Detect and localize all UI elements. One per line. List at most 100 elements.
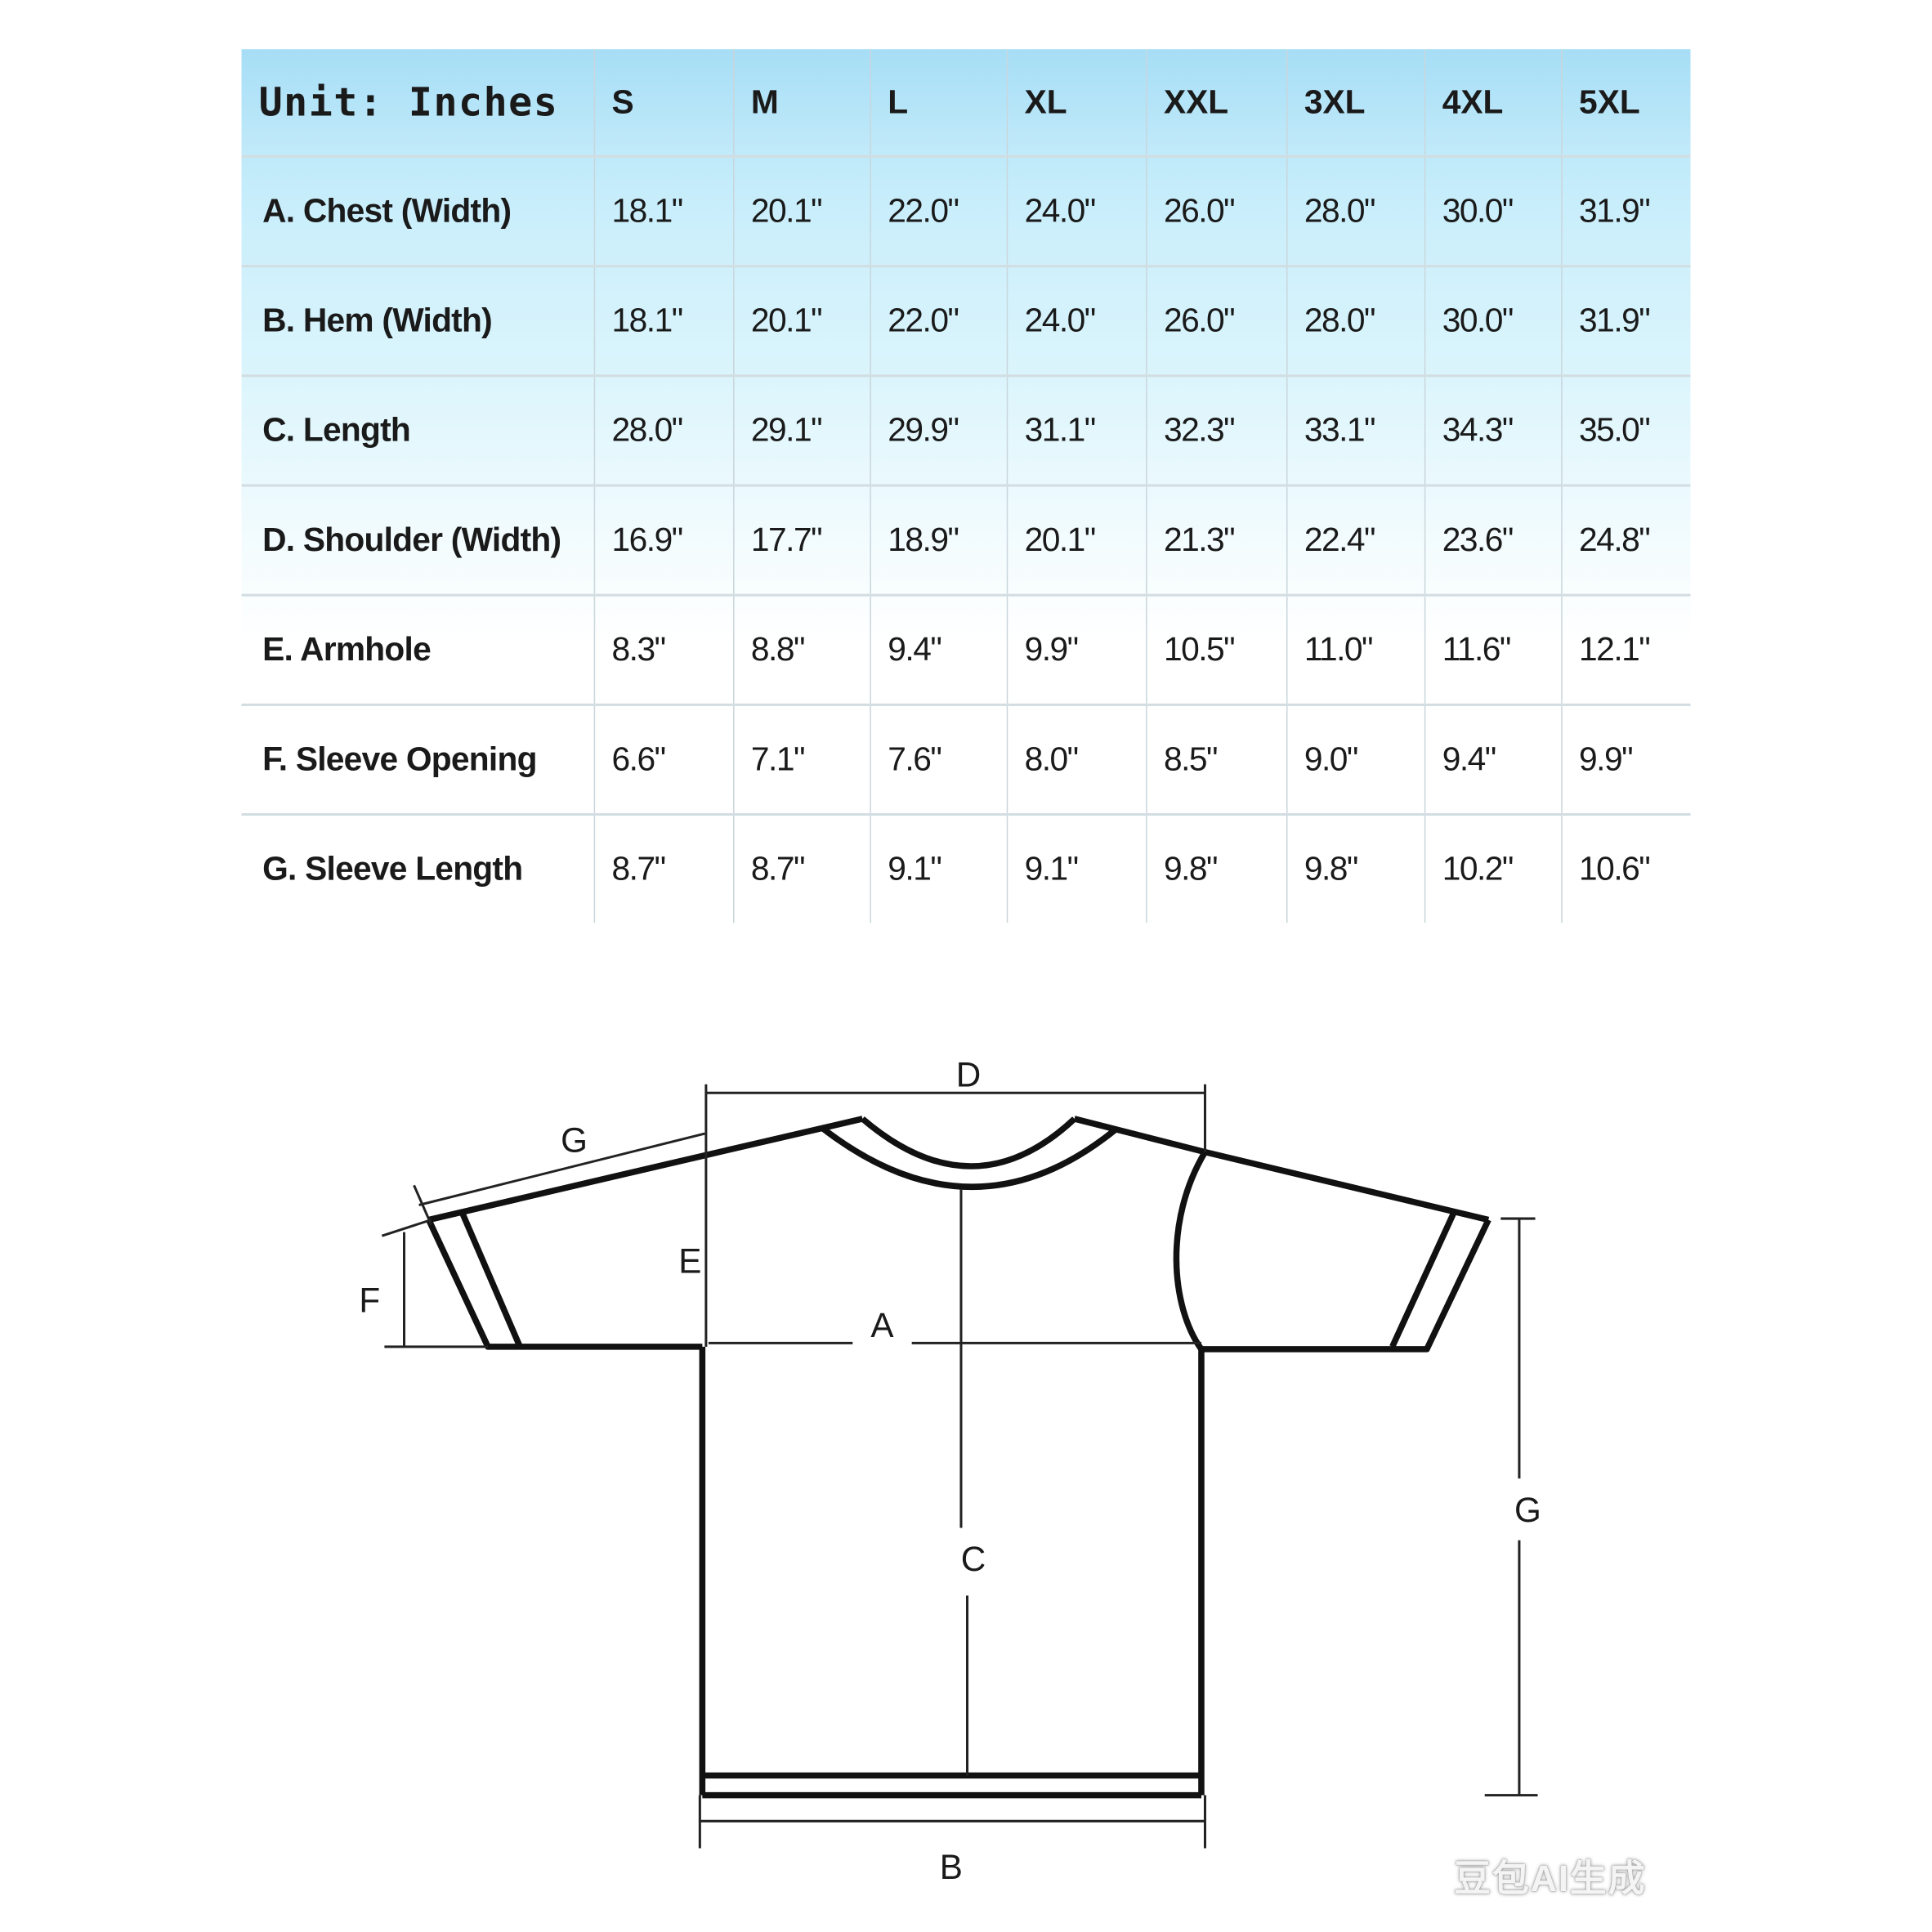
size-header-xxl: XXL [1146, 49, 1287, 158]
right-shoulder [1073, 1116, 1490, 1223]
table-row: F. Sleeve Opening 6.6" 7.1" 7.6" 8.0" 8.5" 9.0… [241, 704, 1691, 816]
label-d: D [956, 1056, 981, 1094]
dim-g-right [1484, 1217, 1538, 1797]
table-cell: 29.1" [733, 375, 871, 487]
right-sleeve-band [1389, 1210, 1457, 1348]
table-cell: 32.3" [1146, 375, 1287, 487]
unit-label: Unit: Inches [241, 49, 595, 158]
table-cell: 9.9" [1561, 704, 1691, 816]
left-shoulder [427, 1116, 864, 1223]
table-cell: 30.0" [1424, 156, 1562, 268]
table-cell: 20.1" [733, 266, 871, 378]
collar-outer [860, 1116, 1077, 1169]
label-c: C [961, 1540, 986, 1578]
table-row: E. Armhole 8.3" 8.8" 9.4" 9.9" 10.5" 11.0" 11.6… [241, 595, 1691, 706]
table-cell: 7.1" [733, 704, 871, 816]
label-a: A [870, 1306, 894, 1344]
size-header-3xl: 3XL [1286, 49, 1425, 158]
dim-g-sleeve [413, 1132, 705, 1226]
table-cell: 17.7" [733, 485, 871, 597]
row-label: D. Shoulder (Width) [241, 485, 595, 597]
row-label: E. Armhole [241, 595, 595, 706]
table-cell: 30.0" [1424, 266, 1562, 378]
row-label: A. Chest (Width) [241, 156, 595, 268]
table-cell: 21.3" [1146, 485, 1287, 597]
row-label: F. Sleeve Opening [241, 704, 595, 816]
table-cell: 12.1" [1561, 595, 1691, 706]
table-cell: 34.3" [1424, 375, 1562, 487]
table-cell: 26.0" [1146, 266, 1287, 378]
size-header-xl: XL [1006, 49, 1147, 158]
size-header-l: L [870, 49, 1008, 158]
table-cell: 18.1" [593, 156, 734, 268]
table-cell: 8.5" [1146, 704, 1287, 816]
table-cell: 8.0" [1006, 704, 1147, 816]
table-row: D. Shoulder (Width) 16.9" 17.7" 18.9" 20.1" 2… [241, 485, 1691, 597]
table-cell: 31.9" [1561, 156, 1691, 268]
table-row: A. Chest (Width) 18.1" 20.1" 22.0" 24.0" 26.0… [241, 156, 1691, 268]
table-cell: 24.0" [1006, 266, 1147, 378]
label-e: E [678, 1241, 701, 1280]
table-cell: 18.9" [870, 485, 1008, 597]
table-cell: 18.1" [593, 266, 734, 378]
table-cell: 8.7" [593, 814, 734, 924]
table-cell: 20.1" [733, 156, 871, 268]
left-sleeve [426, 1218, 703, 1350]
dim-c [959, 1188, 969, 1776]
table-cell: 31.9" [1561, 266, 1691, 378]
table-cell: 8.8" [733, 595, 871, 706]
table-cell: 28.0" [593, 375, 734, 487]
right-armhole [1173, 1150, 1208, 1352]
tshirt-outline [426, 1116, 1491, 1799]
size-header-m: M [733, 49, 871, 158]
table-row: B. Hem (Width) 18.1" 20.1" 22.0" 24.0" 26.0" 2… [241, 266, 1691, 378]
table-cell: 35.0" [1561, 375, 1691, 487]
table-cell: 33.1" [1286, 375, 1425, 487]
table-cell: 16.9" [593, 485, 734, 597]
table-cell: 22.4" [1286, 485, 1425, 597]
table-cell: 8.3" [593, 595, 734, 706]
table-row: G. Sleeve Length 8.7" 8.7" 9.1" 9.1" 9.8" 9.8"… [241, 814, 1690, 924]
table-cell: 23.6" [1424, 485, 1562, 597]
table-cell: 9.8" [1286, 814, 1425, 924]
table-cell: 11.6" [1424, 595, 1562, 706]
table-cell: 9.4" [1424, 704, 1562, 816]
left-sleeve-band [458, 1211, 523, 1348]
table-cell: 9.4" [870, 595, 1008, 706]
table-cell: 29.9" [870, 375, 1008, 487]
table-cell: 20.1" [1006, 485, 1147, 597]
table-header-row: Unit: Inches S M L XL XXL 3XL 4XL 5XL [241, 49, 1691, 158]
table-cell: 6.6" [593, 704, 734, 816]
table-cell: 9.0" [1286, 704, 1425, 816]
table-cell: 10.6" [1579, 850, 1651, 888]
table-cell: 10.2" [1424, 814, 1562, 924]
table-cell: 9.1" [870, 814, 1008, 924]
size-table: Unit: Inches S M L XL XXL 3XL 4XL 5XL A. Chest … [241, 49, 1691, 924]
table-cell: 24.8" [1561, 485, 1691, 597]
row-label: B. Hem (Width) [241, 266, 595, 378]
table-cell: 9.8" [1146, 814, 1287, 924]
table-cell: 22.0" [870, 156, 1008, 268]
table-cell: 8.7" [733, 814, 871, 924]
table-cell: 11.0" [1286, 595, 1425, 706]
table-cell: 26.0" [1146, 156, 1287, 268]
collar-inner [821, 1126, 1117, 1190]
size-header-s: S [593, 49, 734, 158]
size-header-5xl: 5XL [1561, 49, 1691, 158]
label-g-sleeve: G [561, 1121, 588, 1160]
row-label: C. Length [241, 375, 595, 487]
label-f: F [359, 1281, 380, 1320]
table-cell: 10.5" [1146, 595, 1287, 706]
right-sleeve [1201, 1218, 1491, 1353]
table-cell: 7.6" [870, 704, 1008, 816]
table-cell: 9.9" [1006, 595, 1147, 706]
table-row: C. Length 28.0" 29.1" 29.9" 31.1" 32.3" 33.1" 3… [241, 375, 1691, 487]
dim-d [704, 1084, 1206, 1347]
table-cell: 28.0" [1286, 156, 1425, 268]
dim-f [381, 1219, 489, 1348]
dimension-lines [381, 1084, 1538, 1849]
table-cell: 9.1" [1006, 814, 1147, 924]
label-g-right: G [1514, 1491, 1541, 1529]
